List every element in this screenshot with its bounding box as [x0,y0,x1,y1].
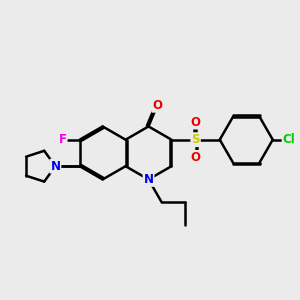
Text: O: O [152,99,162,112]
Text: N: N [50,160,60,173]
Text: N: N [143,173,154,186]
Text: S: S [191,133,200,146]
Text: Cl: Cl [283,133,295,146]
Text: O: O [190,116,201,128]
Text: F: F [58,133,67,146]
Text: O: O [190,151,201,164]
